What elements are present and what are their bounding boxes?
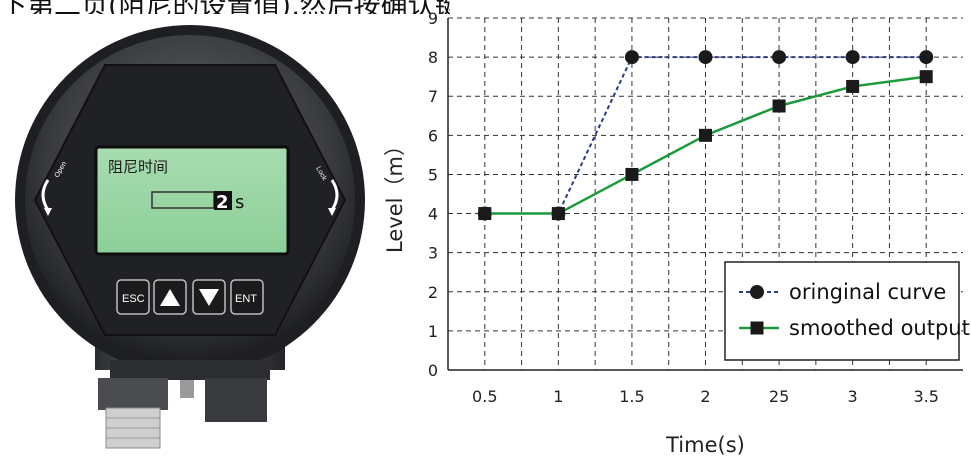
series-2-point xyxy=(478,207,492,221)
lock-arrowhead-icon xyxy=(328,208,336,216)
cable-gland-right xyxy=(205,378,267,422)
esc-button-label: ESC xyxy=(122,293,145,305)
series-2-point xyxy=(551,207,565,221)
y-tick-label: 7 xyxy=(428,87,438,106)
up-arrow-icon xyxy=(160,289,180,306)
legend-label-1: oringinal curve xyxy=(789,280,946,304)
x-tick-label: 25 xyxy=(769,387,789,406)
lcd-screen xyxy=(94,145,290,256)
series-1-point xyxy=(772,50,787,65)
lcd-title: 阻尼时间 xyxy=(108,158,168,176)
series-2-point xyxy=(625,167,639,181)
lcd-value: 2 xyxy=(216,192,229,213)
series-2-point xyxy=(772,99,786,113)
y-tick-label: 5 xyxy=(428,165,438,184)
x-axis-title: Time(s) xyxy=(665,433,745,457)
esc-button[interactable] xyxy=(116,279,150,315)
x-tick-label: 1 xyxy=(553,387,563,406)
y-tick-label: 3 xyxy=(428,244,438,263)
caption-fragment: 下第二页(阻尼的设置值),然后按确认键,如下图所示 xyxy=(0,0,450,14)
series-1-point xyxy=(624,50,639,65)
lcd-cursor xyxy=(214,191,232,210)
legend-label-2: smoothed output xyxy=(789,316,970,340)
open-arrowhead-icon xyxy=(44,208,52,216)
series-2-point xyxy=(846,79,860,93)
x-tick-label: 3.5 xyxy=(913,387,938,406)
legend-box xyxy=(724,261,960,361)
legend-marker-2 xyxy=(750,321,764,335)
y-axis-title: Level（m） xyxy=(383,135,407,253)
y-tick-label: 1 xyxy=(428,322,438,341)
lower-body xyxy=(110,360,270,380)
y-tick-label: 2 xyxy=(428,283,438,302)
x-tick-label: 3 xyxy=(848,387,858,406)
open-arrow-icon xyxy=(41,179,50,211)
y-tick-label: 6 xyxy=(428,126,438,145)
x-tick-label: 1.5 xyxy=(619,387,644,406)
x-tick-label: 2 xyxy=(700,387,710,406)
legend-marker-1 xyxy=(750,285,764,299)
down-arrow-icon xyxy=(199,289,219,306)
lcd-unit: s xyxy=(235,192,244,213)
series-2-point xyxy=(919,70,933,84)
ent-button[interactable] xyxy=(230,279,264,315)
y-tick-label: 0 xyxy=(428,361,438,380)
level-meter-device-image: Open Lock 阻尼时间 2 s ESC ENT xyxy=(15,25,365,449)
series-1-point xyxy=(845,50,860,65)
x-tick-label: 0.5 xyxy=(472,387,497,406)
y-tick-label: 9 xyxy=(428,9,438,28)
cable-gland-left xyxy=(98,378,168,410)
lock-arrow-icon xyxy=(330,179,339,211)
y-tick-label: 8 xyxy=(428,48,438,67)
series-1-point xyxy=(919,50,934,65)
series-2-point xyxy=(699,128,712,142)
ground-screw xyxy=(180,380,194,398)
series-1-point xyxy=(698,50,713,65)
y-tick-label: 4 xyxy=(428,205,438,224)
ent-button-label: ENT xyxy=(235,293,257,305)
